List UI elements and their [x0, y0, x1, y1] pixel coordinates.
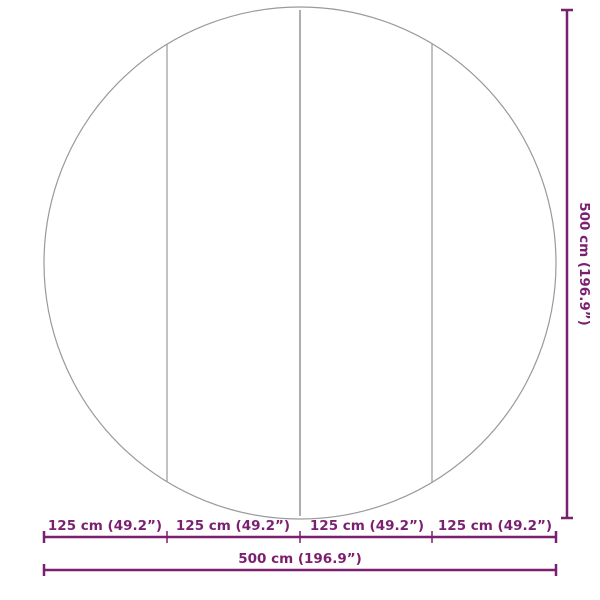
segment-label: 125 cm (49.2”)	[438, 518, 552, 534]
segment-dimension	[42, 531, 558, 543]
width-label: 500 cm (196.9”)	[238, 551, 362, 567]
height-label: 500 cm (196.9”)	[576, 202, 592, 326]
segment-label: 125 cm (49.2”)	[310, 518, 424, 534]
width-dimension	[42, 564, 558, 576]
segment-label: 125 cm (49.2”)	[48, 518, 162, 534]
round-cover-outline	[43, 6, 557, 520]
segment-label: 125 cm (49.2”)	[176, 518, 290, 534]
height-dimension	[561, 8, 573, 520]
cover-circle	[43, 6, 557, 520]
